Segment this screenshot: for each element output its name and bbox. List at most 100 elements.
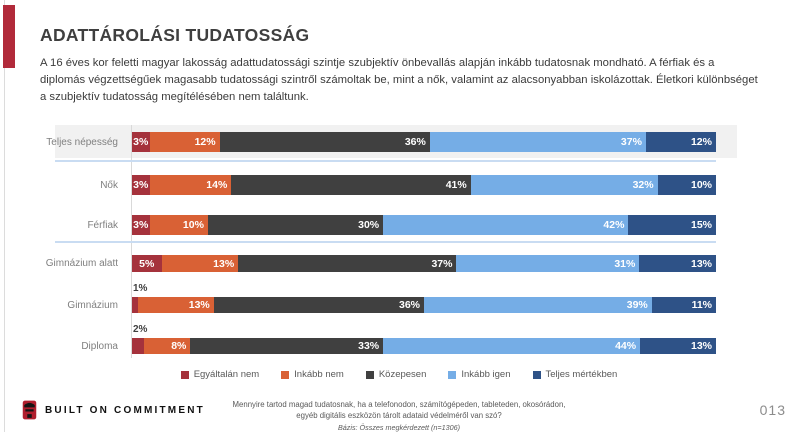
bar-segment: 10%	[657, 175, 716, 195]
stacked-bar: 3% 10% 30% 42% 15%	[132, 215, 716, 235]
bar-segment: 13%	[639, 255, 717, 272]
legend-swatch-icon	[448, 370, 457, 379]
legend-label: Teljes mértékben	[545, 369, 618, 380]
outside-value-label: 2%	[133, 324, 148, 335]
segment-value-label: 31%	[614, 257, 636, 270]
segment-value-label: 3%	[133, 136, 149, 148]
slide-edge-line	[4, 0, 5, 432]
category-label: Gimnázium alatt	[45, 258, 118, 269]
bar-segment: 8%	[143, 338, 191, 354]
category-label: Férfiak	[87, 219, 118, 231]
stacked-bar: 5% 13% 37% 31% 13%	[132, 255, 717, 272]
segment-value-label: 39%	[626, 299, 648, 311]
category-label: Teljes népesség	[46, 136, 118, 148]
segment-value-label: 10%	[690, 179, 712, 191]
legend-label: Egyáltalán nem	[193, 369, 260, 380]
segment-value-label: 14%	[206, 179, 228, 191]
chart-row: Teljes népesség 3% 12% 36% 37% 12%	[0, 132, 798, 152]
bar-segment: 33%	[190, 338, 384, 354]
survey-question-line2: egyéb digitális eszközön tárolt adataid …	[296, 410, 502, 420]
bar-segment: 30%	[207, 215, 384, 235]
legend-item: Teljes mértékben	[532, 369, 618, 380]
segment-value-label: 11%	[691, 299, 712, 311]
segment-value-label: 44%	[615, 340, 637, 352]
chart-row: Diploma 8% 33% 44% 13%	[0, 338, 798, 354]
segment-value-label: 42%	[603, 219, 625, 231]
bar-segment: 42%	[383, 215, 629, 235]
segment-value-label: 15%	[690, 219, 712, 231]
bar-segment: 13%	[161, 255, 239, 272]
survey-question-line1: Mennyire tartod magad tudatosnak, ha a t…	[232, 400, 566, 409]
segment-value-label: 30%	[358, 219, 380, 231]
segment-value-label: 3%	[133, 219, 149, 231]
bar-segment: 36%	[219, 132, 430, 152]
segment-value-label: 32%	[632, 179, 654, 191]
bar-segment: 36%	[213, 297, 424, 313]
category-label: Nők	[100, 179, 118, 191]
stacked-bar: 3% 12% 36% 37% 12%	[132, 132, 716, 152]
bar-segment: 12%	[645, 132, 716, 152]
group-separator	[55, 160, 716, 162]
page-title: ADATTÁROLÁSI TUDATOSSÁG	[40, 24, 310, 45]
bar-segment: 13%	[137, 297, 214, 313]
brand-slogan: BUILT ON COMMITMENT	[45, 404, 205, 416]
bar-segment: 5%	[132, 255, 162, 272]
bar-segment: 14%	[149, 175, 232, 195]
segment-value-label: 36%	[404, 136, 426, 148]
segment-value-label: 41%	[445, 179, 467, 191]
category-label: Gimnázium	[67, 299, 118, 311]
bar-segment	[132, 297, 138, 313]
legend-item: Inkább nem	[281, 369, 344, 380]
survey-question: Mennyire tartod magad tudatosnak, ha a t…	[189, 400, 609, 432]
segment-value-label: 33%	[358, 340, 380, 352]
legend-label: Inkább igen	[461, 369, 511, 380]
bar-segment: 15%	[628, 215, 716, 235]
bar-segment: 39%	[424, 297, 652, 313]
legend-item: Inkább igen	[448, 369, 511, 380]
bar-segment: 10%	[149, 215, 208, 235]
segment-value-label: 8%	[171, 340, 187, 352]
segment-value-label: 12%	[690, 136, 712, 148]
bar-segment: 37%	[238, 255, 457, 272]
bar-segment: 37%	[429, 132, 646, 152]
legend-item: Egyáltalán nem	[180, 369, 260, 380]
legend-swatch-icon	[281, 370, 290, 379]
chart-legend: Egyáltalán nem Inkább nem Közepesen Inkább …	[0, 369, 798, 380]
bar-segment: 3%	[132, 215, 150, 235]
segment-value-label: 13%	[213, 257, 235, 270]
category-label: Diploma	[81, 340, 118, 352]
chart-row: Gimnázium alatt 5% 13% 37% 31% 13%	[0, 255, 798, 272]
bar-segment: 13%	[640, 338, 716, 354]
segment-value-label: 5%	[139, 257, 155, 270]
survey-basis: Bázis: Összes megkérdezett (n=1306)	[337, 422, 461, 432]
legend-swatch-icon	[365, 370, 374, 379]
legend-label: Inkább nem	[294, 369, 344, 380]
segment-value-label: 36%	[398, 299, 420, 311]
segment-value-label: 37%	[620, 136, 642, 148]
segment-value-label: 13%	[690, 340, 712, 352]
bar-segment: 11%	[651, 297, 716, 313]
segment-value-label: 13%	[188, 299, 210, 311]
bar-segment: 32%	[470, 175, 658, 195]
chart-row: Férfiak 3% 10% 30% 42% 15%	[0, 215, 798, 235]
stacked-bar: 8% 33% 44% 13%	[132, 338, 716, 354]
page-number: 013	[759, 402, 786, 418]
bar-segment: 12%	[149, 132, 220, 152]
footer-brand: BUILT ON COMMITMENT	[22, 399, 205, 421]
legend-swatch-icon	[532, 370, 541, 379]
group-separator	[55, 241, 716, 243]
bar-segment: 41%	[231, 175, 471, 195]
legend-swatch-icon	[180, 370, 189, 379]
segment-value-label: 3%	[133, 179, 149, 191]
legend-label: Közepesen	[378, 369, 427, 380]
chart-row: Nők 3% 14% 41% 32% 10%	[0, 175, 798, 195]
outside-value-label: 1%	[133, 283, 148, 294]
segment-value-label: 12%	[194, 136, 216, 148]
segment-value-label: 37%	[431, 257, 453, 270]
legend-item: Közepesen	[365, 369, 427, 380]
title-accent-bar	[3, 5, 15, 68]
stacked-bar: 3% 14% 41% 32% 10%	[132, 175, 716, 195]
bar-segment: 31%	[456, 255, 640, 272]
segment-value-label: 10%	[182, 219, 204, 231]
